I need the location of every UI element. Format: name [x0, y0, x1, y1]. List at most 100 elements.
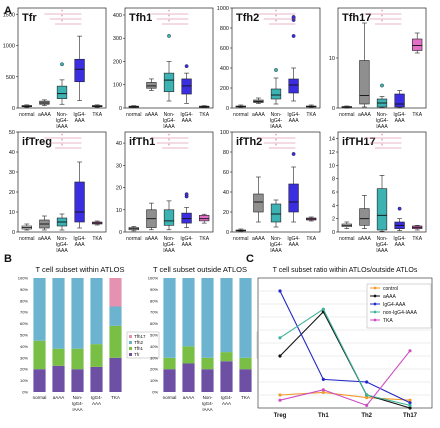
stacked-segment-Tfh1	[109, 325, 122, 358]
x-tick-label-line0: IgG4-	[180, 236, 193, 242]
y-tick-label: 50	[9, 130, 15, 136]
y-tick-label: 400	[113, 13, 122, 19]
y-tick-label: 0	[119, 106, 122, 112]
x-tick-label-line1: AAA	[395, 118, 406, 124]
box	[270, 88, 282, 100]
outlier	[291, 34, 296, 38]
outlier	[167, 34, 171, 38]
legend-swatch	[129, 353, 132, 356]
x-tick-label: aAAA	[358, 236, 371, 242]
y-tick-label: 400	[220, 66, 229, 72]
x-tick-label-line1: IgG4-	[270, 242, 283, 248]
series-point-non-IgG4-IAAA	[321, 307, 325, 311]
y-tick-label: 100	[220, 130, 229, 136]
stacked-segment-Tfh2	[33, 278, 46, 341]
box	[359, 60, 370, 105]
x-tick-label: normal	[33, 395, 47, 400]
x-tick-label: normal	[126, 112, 141, 118]
y-tick-label: 10	[116, 208, 122, 214]
y-tick-label: 1500	[3, 12, 15, 18]
stacked-segment-ifTh2	[220, 278, 233, 353]
x-tick-label-line1: IgG4-	[376, 118, 389, 124]
significance-star: *	[275, 15, 277, 21]
y-tick-label: 20	[223, 210, 229, 216]
x-tick-label-line1: AAA	[289, 242, 300, 248]
panel-label-a: A	[4, 5, 12, 17]
x-tick-label: aAAA	[145, 112, 158, 118]
box	[376, 188, 388, 231]
x-tick-label-line1: IgG4-	[270, 118, 283, 124]
stacked-segment-ifTh1	[220, 352, 233, 362]
y-tick-label: 4	[332, 203, 335, 209]
y-tick-label: 0	[12, 230, 15, 236]
x-tick-label-line1: AAA	[92, 401, 101, 406]
y-tick-label: 10%	[20, 378, 28, 383]
stacked-segment-Tfr	[52, 365, 65, 392]
x-tick-label-line2: IAAA	[56, 248, 68, 254]
box	[163, 72, 175, 93]
y-tick-label: 70%	[20, 310, 28, 315]
significance-star: *	[61, 144, 63, 150]
box	[181, 78, 192, 95]
series-point-aAAA	[408, 406, 412, 410]
significance-star: *	[381, 15, 383, 21]
x-tick-label-line1: AAA	[289, 118, 300, 124]
outlier	[291, 152, 296, 156]
series-line-control	[279, 391, 411, 401]
x-tick-label: normal	[339, 236, 354, 242]
panel-title: Tfh2	[236, 12, 259, 24]
x-tick-label: normal	[233, 236, 248, 242]
legend-label: control	[383, 286, 398, 292]
y-tick-label: 0	[226, 106, 229, 112]
legend-box	[366, 283, 432, 329]
legend-label: TKA	[383, 318, 393, 324]
x-tick-label-line2: IAAA	[72, 407, 82, 412]
x-tick-label: normal	[126, 236, 141, 242]
x-tick-label-line1: AAA	[222, 401, 231, 406]
box	[359, 208, 370, 226]
significance-star: *	[168, 15, 170, 21]
y-tick-label: 20%	[150, 367, 158, 372]
stacked-segment-Tfh2	[90, 278, 103, 345]
x-tick-label-line0: IgG4-	[393, 112, 406, 118]
y-tick-label: 0	[332, 106, 335, 112]
significance-star: *	[168, 144, 170, 150]
x-tick-label-line0: Non-	[57, 112, 68, 118]
y-tick-label: 30	[9, 170, 15, 176]
y-tick-label: 100	[113, 83, 122, 89]
y-tick-label: 500	[6, 75, 15, 81]
legend-marker	[373, 310, 377, 314]
legend-label: aAAA	[383, 294, 396, 300]
stacked-segment-ifTh2	[163, 278, 176, 358]
y-tick-label: 30	[116, 163, 122, 169]
series-point-control	[365, 396, 369, 400]
stacked-segment-Tfh17	[109, 278, 122, 307]
legend-label: IgG4-AAA	[383, 302, 406, 308]
stacked-title: T cell subset outside ATLOS	[153, 265, 247, 274]
y-tick-label: 90%	[20, 287, 28, 292]
significance-star: *	[381, 10, 383, 16]
box	[199, 215, 210, 222]
y-tick-label: 60%	[20, 321, 28, 326]
box	[288, 183, 299, 213]
series-point-TKA	[365, 403, 369, 407]
box	[163, 209, 175, 226]
line-panel: T cell subset ratio within ATLOs/outside…	[257, 267, 433, 419]
x-tick-label-line0: IgG4-	[73, 236, 86, 242]
x-tick-label-line0: Non-	[164, 112, 175, 118]
stacked-segment-ifTreg	[182, 363, 195, 392]
x-tick-label-line2: IAAA	[202, 407, 212, 412]
outlier	[291, 15, 296, 19]
y-tick-label: 30%	[150, 355, 158, 360]
series-point-TKA	[408, 349, 412, 353]
panel-title: ifTreg	[22, 136, 52, 148]
x-tick-label-line0: Non-	[377, 236, 388, 242]
x-tick-label: normal	[339, 112, 354, 118]
x-tick-label: TKA	[92, 112, 102, 118]
x-tick-label: normal	[19, 236, 34, 242]
